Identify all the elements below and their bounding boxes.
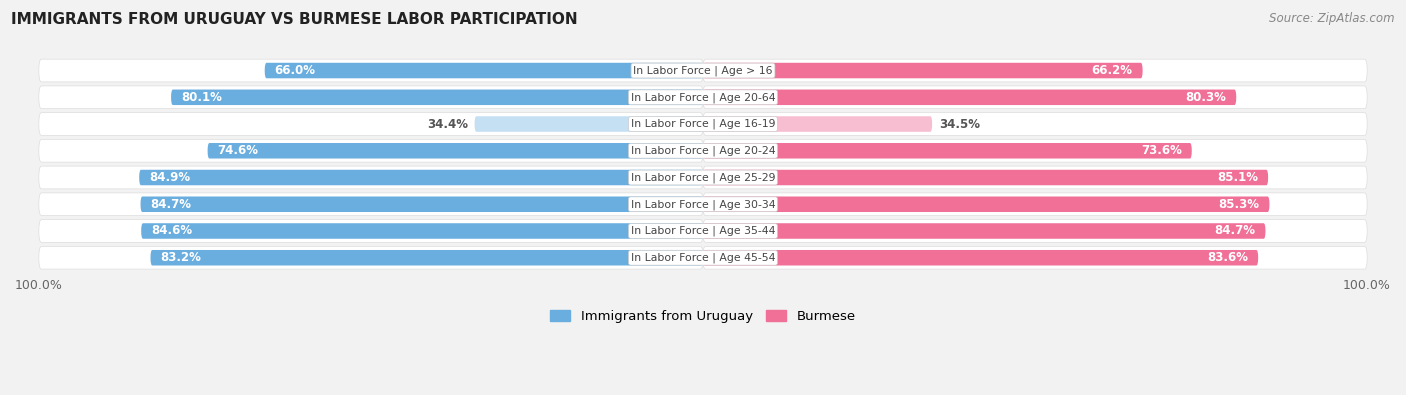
FancyBboxPatch shape — [150, 250, 703, 265]
Text: 84.7%: 84.7% — [1215, 224, 1256, 237]
Text: 80.1%: 80.1% — [181, 91, 222, 104]
FancyBboxPatch shape — [703, 193, 1367, 216]
Text: 73.6%: 73.6% — [1140, 144, 1182, 157]
FancyBboxPatch shape — [39, 246, 703, 269]
Text: In Labor Force | Age > 16: In Labor Force | Age > 16 — [633, 65, 773, 76]
FancyBboxPatch shape — [703, 170, 1268, 185]
FancyBboxPatch shape — [39, 220, 703, 243]
Text: In Labor Force | Age 16-19: In Labor Force | Age 16-19 — [631, 119, 775, 129]
Text: 74.6%: 74.6% — [218, 144, 259, 157]
FancyBboxPatch shape — [703, 63, 1143, 78]
FancyBboxPatch shape — [141, 196, 703, 212]
Text: IMMIGRANTS FROM URUGUAY VS BURMESE LABOR PARTICIPATION: IMMIGRANTS FROM URUGUAY VS BURMESE LABOR… — [11, 12, 578, 27]
FancyBboxPatch shape — [703, 196, 1270, 212]
Text: In Labor Force | Age 35-44: In Labor Force | Age 35-44 — [631, 226, 775, 236]
FancyBboxPatch shape — [703, 166, 1367, 189]
FancyBboxPatch shape — [141, 223, 703, 239]
Text: In Labor Force | Age 30-34: In Labor Force | Age 30-34 — [631, 199, 775, 209]
Text: 66.0%: 66.0% — [274, 64, 316, 77]
Text: 83.2%: 83.2% — [160, 251, 201, 264]
FancyBboxPatch shape — [703, 59, 1367, 82]
Text: Source: ZipAtlas.com: Source: ZipAtlas.com — [1270, 12, 1395, 25]
Text: 84.6%: 84.6% — [152, 224, 193, 237]
FancyBboxPatch shape — [39, 139, 703, 162]
FancyBboxPatch shape — [703, 116, 932, 132]
Text: 80.3%: 80.3% — [1185, 91, 1226, 104]
Text: 34.4%: 34.4% — [427, 118, 468, 130]
FancyBboxPatch shape — [703, 220, 1367, 243]
FancyBboxPatch shape — [703, 86, 1367, 109]
FancyBboxPatch shape — [39, 113, 703, 135]
FancyBboxPatch shape — [703, 139, 1367, 162]
Text: 85.1%: 85.1% — [1218, 171, 1258, 184]
Legend: Immigrants from Uruguay, Burmese: Immigrants from Uruguay, Burmese — [546, 305, 860, 329]
FancyBboxPatch shape — [703, 250, 1258, 265]
FancyBboxPatch shape — [39, 59, 703, 82]
Text: In Labor Force | Age 20-64: In Labor Force | Age 20-64 — [631, 92, 775, 103]
Text: 84.7%: 84.7% — [150, 198, 191, 211]
FancyBboxPatch shape — [703, 223, 1265, 239]
Text: 34.5%: 34.5% — [939, 118, 980, 130]
FancyBboxPatch shape — [703, 246, 1367, 269]
FancyBboxPatch shape — [264, 63, 703, 78]
Text: In Labor Force | Age 25-29: In Labor Force | Age 25-29 — [631, 172, 775, 183]
FancyBboxPatch shape — [703, 113, 1367, 135]
Text: In Labor Force | Age 45-54: In Labor Force | Age 45-54 — [631, 252, 775, 263]
Text: 84.9%: 84.9% — [149, 171, 190, 184]
FancyBboxPatch shape — [39, 166, 703, 189]
FancyBboxPatch shape — [139, 170, 703, 185]
Text: 85.3%: 85.3% — [1219, 198, 1260, 211]
FancyBboxPatch shape — [208, 143, 703, 158]
FancyBboxPatch shape — [703, 143, 1192, 158]
Text: 66.2%: 66.2% — [1091, 64, 1133, 77]
Text: 83.6%: 83.6% — [1208, 251, 1249, 264]
FancyBboxPatch shape — [39, 86, 703, 109]
FancyBboxPatch shape — [703, 90, 1236, 105]
Text: In Labor Force | Age 20-24: In Labor Force | Age 20-24 — [631, 145, 775, 156]
FancyBboxPatch shape — [475, 116, 703, 132]
FancyBboxPatch shape — [39, 193, 703, 216]
FancyBboxPatch shape — [172, 90, 703, 105]
